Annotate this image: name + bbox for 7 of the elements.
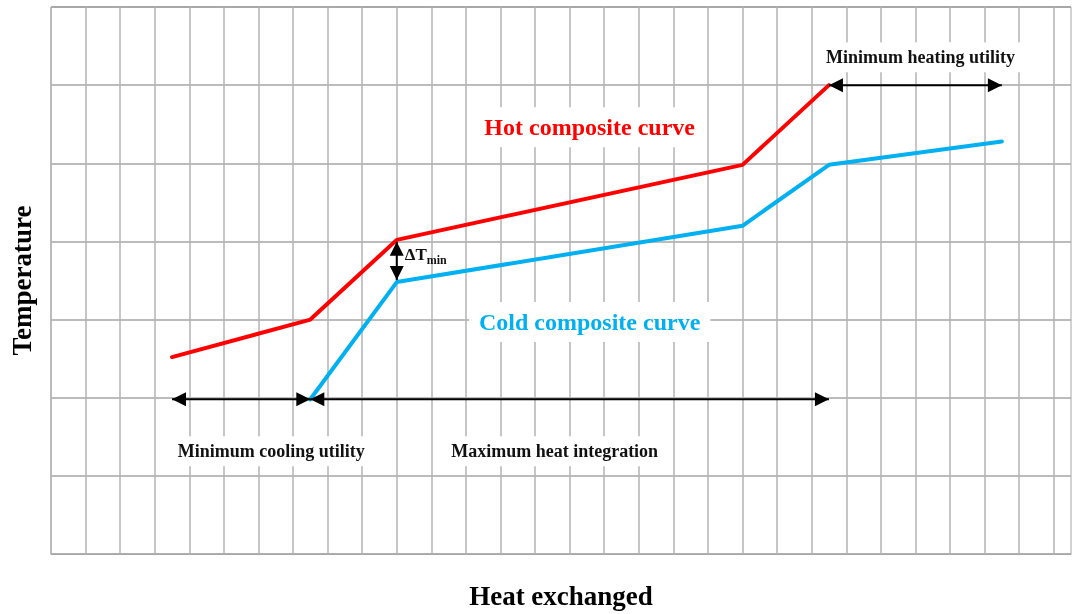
annotation: Maximum heat integration (451, 441, 659, 462)
series-label: Hot composite curve (484, 114, 696, 141)
series-label: Cold composite curve (479, 308, 701, 335)
annotation: Minimum cooling utility (177, 441, 365, 462)
y-axis-title: Temperature (6, 205, 37, 356)
x-axis-title: Heat exchanged (469, 580, 653, 611)
text: Minimum heating utility (825, 47, 1015, 68)
